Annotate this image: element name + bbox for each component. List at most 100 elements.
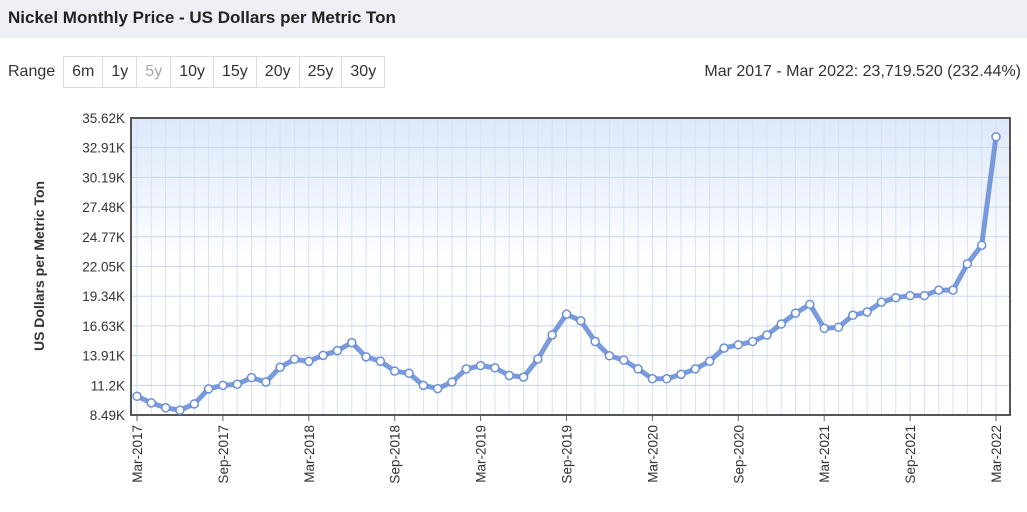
data-point [418,380,429,391]
data-point [275,362,285,373]
data-point [432,383,443,394]
data-point [504,370,514,381]
data-point [619,355,629,365]
y-tick-label: 16.63K [82,319,125,334]
data-point [475,360,486,371]
data-point [261,377,271,387]
data-point [604,351,615,361]
data-point [819,323,829,334]
x-tick-label: Mar-2018 [302,425,317,483]
data-point [576,315,586,326]
x-tick-label: Mar-2017 [130,425,145,483]
x-tick-label: Mar-2021 [817,425,832,483]
data-point [733,340,744,350]
data-point [447,377,457,387]
data-point [876,297,887,307]
x-tick-label: Mar-2022 [989,425,1004,483]
y-tick-label: 32.91K [82,141,125,156]
range-button[interactable]: 10y [170,56,213,88]
data-point [318,350,328,361]
y-axis-title: US Dollars per Metric Ton [31,181,47,351]
data-point [762,330,772,340]
y-tick-label: 24.77K [82,230,125,245]
data-point [490,363,500,373]
data-point [633,364,643,374]
x-tick-label: Sep-2018 [388,425,403,484]
data-point [919,290,930,301]
data-point [590,336,600,347]
data-point [962,259,973,269]
range-button[interactable]: 5y [136,56,171,88]
y-tick-label: 30.19K [82,170,125,185]
data-point [375,356,386,366]
x-tick-label: Sep-2021 [903,425,918,484]
x-tick-label: Sep-2020 [731,425,746,484]
data-point [719,343,729,353]
range-label: Range [8,63,56,80]
data-point [389,366,400,376]
range-button[interactable]: 6m [63,56,103,88]
data-point [933,285,944,295]
range-button[interactable]: 25y [298,56,342,88]
data-point [218,380,228,391]
y-tick-label: 35.62K [82,111,125,126]
data-point [289,354,300,365]
data-point [991,132,1001,142]
data-point [404,368,414,379]
range-selector: Range 6m 1y 5y 10y 15y 20y 25y 30y [8,56,386,88]
x-tick-label: Mar-2019 [474,425,489,483]
data-point [647,374,658,384]
x-tick-label: Sep-2019 [560,425,575,484]
data-point [518,372,529,382]
range-button[interactable]: 1y [102,56,137,88]
data-point [776,319,786,329]
y-tick-label: 22.05K [82,260,125,275]
data-point [790,308,801,318]
data-point [848,310,858,321]
y-tick-label: 8.49K [90,408,125,423]
data-point [747,336,758,347]
data-point [533,354,543,364]
plot-border [130,117,1011,416]
range-summary: Mar 2017 - Mar 2022: 23,719.520 (232.44%… [704,63,1021,80]
data-point [146,398,157,408]
data-point [862,307,872,317]
data-point [547,330,557,340]
data-point [704,356,715,366]
data-point [948,285,958,295]
data-point [676,369,686,380]
data-point [461,364,472,374]
page-title: Nickel Monthly Price - US Dollars per Me… [8,8,396,27]
range-button[interactable]: 30y [341,56,386,88]
data-point [976,240,987,250]
data-point [203,384,214,394]
data-point [891,293,901,303]
data-point [561,309,572,319]
data-point [304,356,314,367]
data-point [833,322,844,333]
data-point [661,374,672,384]
range-button[interactable]: 20y [255,56,299,88]
data-point [690,364,701,374]
data-point [175,405,185,415]
y-tick-label: 19.34K [82,289,125,304]
data-point [332,345,343,356]
data-point [347,337,357,348]
data-point [160,403,171,413]
range-button[interactable]: 15y [213,56,256,88]
x-tick-label: Sep-2017 [216,425,231,484]
data-point [361,352,371,362]
data-point [905,290,915,301]
y-tick-label: 11.2K [91,378,125,393]
y-tick-label: 13.91K [82,349,125,364]
x-tick-label: Mar-2020 [645,425,660,483]
data-point [246,372,257,383]
data-point [189,399,200,409]
data-point [805,299,815,310]
data-point [132,391,142,402]
y-tick-label: 27.48K [82,200,125,215]
data-point [232,379,242,389]
title-bar: Nickel Monthly Price - US Dollars per Me… [0,0,1027,38]
